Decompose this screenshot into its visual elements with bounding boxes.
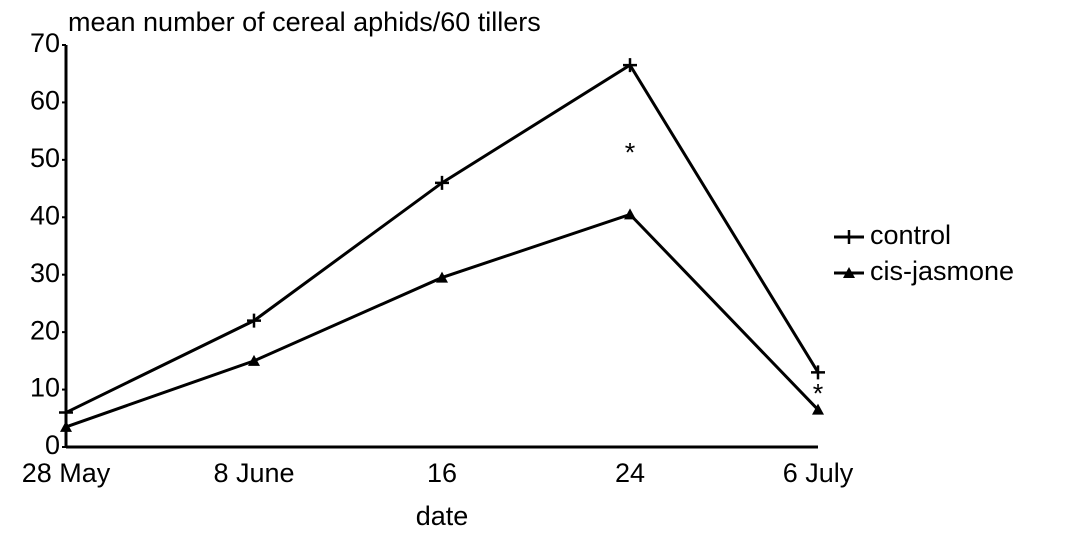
annotation: *: [813, 379, 824, 409]
marker: [248, 354, 260, 366]
y-tick-label: 10: [30, 373, 60, 403]
marker: [60, 420, 72, 432]
y-tick-label: 0: [45, 430, 60, 460]
series-line: [65, 63, 820, 414]
legend-label: control: [870, 220, 951, 250]
x-tick-label: 16: [427, 458, 457, 488]
y-tick-label: 70: [30, 28, 60, 58]
marker: [811, 365, 825, 380]
annotation: *: [625, 137, 636, 167]
marker: [436, 271, 448, 283]
x-tick-label: 24: [615, 458, 645, 488]
series-line: [65, 212, 820, 429]
marker: [435, 175, 449, 190]
y-tick-label: 30: [30, 258, 60, 288]
marker: [812, 403, 824, 415]
y-tick-label: 20: [30, 315, 60, 345]
x-tick-label: 6 July: [783, 458, 854, 488]
legend-label: cis-jasmone: [870, 256, 1014, 286]
x-tick-label: 28 May: [22, 458, 111, 488]
marker: [624, 208, 636, 220]
y-tick-label: 60: [30, 86, 60, 116]
marker: [843, 267, 855, 278]
marker: [623, 58, 637, 73]
marker: [247, 313, 261, 328]
y-tick-label: 40: [30, 200, 60, 230]
y-tick-label: 50: [30, 143, 60, 173]
marker: [842, 230, 856, 244]
x-tick-label: 8 June: [213, 458, 294, 488]
marker: [59, 405, 73, 420]
x-axis-label: date: [416, 501, 469, 531]
chart-title: mean number of cereal aphids/60 tillers: [68, 7, 541, 37]
